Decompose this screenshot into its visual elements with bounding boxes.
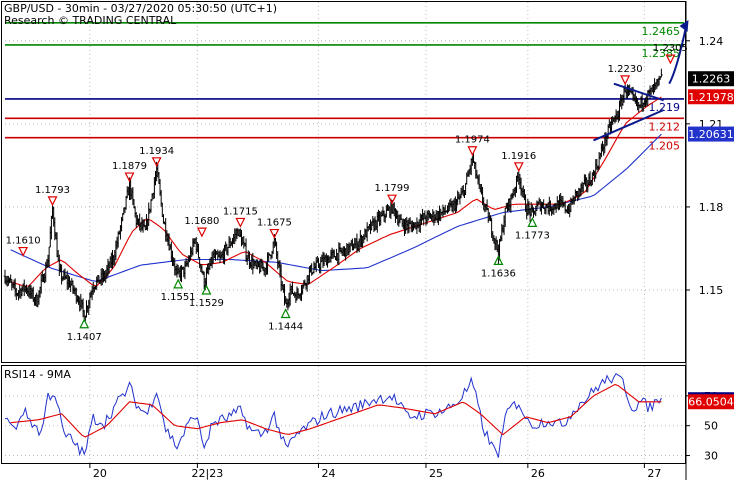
swing-high-marker <box>47 196 58 207</box>
swing-high-label: 1.1793 <box>35 185 70 196</box>
swing-low-marker <box>493 254 504 265</box>
swing-low-label: 1.1529 <box>189 298 224 309</box>
swing-high-label: 1.2230 <box>608 64 643 75</box>
chart-title: GBP/USD - 30min - 03/27/2020 05:30:50 (U… <box>4 2 277 15</box>
breakout-arrow-shaft <box>668 25 688 85</box>
level-label: 1.219 <box>649 101 681 114</box>
swing-low-marker <box>280 308 291 319</box>
level-label: 1.205 <box>649 140 681 153</box>
swing-high-label: 1.1680 <box>184 216 219 227</box>
price-tag-box <box>688 89 734 105</box>
triangle-lower-line <box>593 109 665 142</box>
swing-high-marker <box>620 75 631 86</box>
rsi-axis-tick-label: 50 <box>704 420 718 433</box>
swing-low-marker <box>527 217 538 227</box>
level-label: 1.212 <box>649 120 681 133</box>
swing-low-label: 1.1407 <box>67 332 102 343</box>
swing-high-label: 1.1934 <box>139 146 174 157</box>
level-label: 1.2385 <box>642 47 681 60</box>
time-axis-tick-label: 26 <box>531 467 545 480</box>
time-axis-tick-label: 20 <box>93 467 107 480</box>
swing-annotations: 1.16101.17931.18791.19341.16801.17151.16… <box>6 43 688 343</box>
price-tag-label: 1.20631 <box>688 128 734 141</box>
swing-high-marker <box>513 162 524 173</box>
swing-high-marker <box>665 54 676 65</box>
swing-high-label: 1.1610 <box>6 236 41 247</box>
swing-high-label: 1.1916 <box>501 151 536 162</box>
swing-high-label: 1.1675 <box>257 218 292 229</box>
triangle-upper-line <box>613 82 664 102</box>
price-axis-tick-label: 1.24 <box>699 35 724 48</box>
price-tag-label: 1.2263 <box>692 73 731 86</box>
swing-low-marker <box>173 278 184 289</box>
price-tag-box <box>688 126 734 142</box>
rsi-axis-tick-label: 30 <box>704 450 718 463</box>
time-axis-tick-label: 22|23 <box>192 467 224 480</box>
swing-low-marker <box>79 318 90 329</box>
breakout-arrow-head <box>679 20 689 32</box>
swing-low-marker <box>201 284 212 295</box>
rsi-panel-title: RSI14 - 9MA <box>4 368 71 381</box>
time-axis-ticks: 20 22|23 24 25 26 27 <box>89 463 661 480</box>
rsi-ma-line <box>10 383 662 438</box>
swing-high-marker <box>467 146 478 157</box>
rsi-line <box>4 372 662 458</box>
price-tag-box <box>688 71 734 87</box>
swing-high-marker <box>151 157 162 168</box>
gridlines <box>5 2 684 463</box>
swing-low-label: 1.1444 <box>268 322 303 333</box>
swing-high-label: 1.2305 <box>653 43 688 54</box>
swing-high-label: 1.1974 <box>455 135 490 146</box>
level-label: 1.2465 <box>642 25 681 38</box>
price-tag-label: 66.0504 <box>688 396 734 409</box>
price-axis-tick-label: 1.18 <box>699 201 724 214</box>
price-axis-tick-label: 1.15 <box>699 284 724 297</box>
swing-high-marker <box>124 172 135 183</box>
swing-high-label: 1.1879 <box>112 161 147 172</box>
ma-red-line <box>10 96 662 287</box>
research-credit: Research © TRADING CENTRAL <box>4 14 177 27</box>
swing-high-marker <box>387 194 398 205</box>
price-tag-box <box>688 394 734 410</box>
swing-low-label: 1.1773 <box>515 230 550 241</box>
level-lines: 1.2465 1.2385 1.219 1.212 1.205 <box>5 21 684 153</box>
time-axis-tick-label: 27 <box>647 467 661 480</box>
swing-low-label: 1.1551 <box>161 292 196 303</box>
price-bars <box>3 68 663 322</box>
time-axis-tick-label: 25 <box>429 467 443 480</box>
swing-high-marker <box>18 246 29 257</box>
swing-high-label: 1.1715 <box>223 206 258 217</box>
swing-high-label: 1.1799 <box>375 183 410 194</box>
rsi-series <box>4 372 662 458</box>
swing-low-label: 1.1636 <box>481 268 516 279</box>
swing-high-marker <box>235 217 246 228</box>
time-axis-tick-label: 24 <box>321 467 335 480</box>
triangle-pattern <box>593 20 689 142</box>
price-tag-label: 1.21978 <box>688 91 734 104</box>
swing-high-marker <box>269 228 280 239</box>
swing-high-marker <box>196 227 207 238</box>
